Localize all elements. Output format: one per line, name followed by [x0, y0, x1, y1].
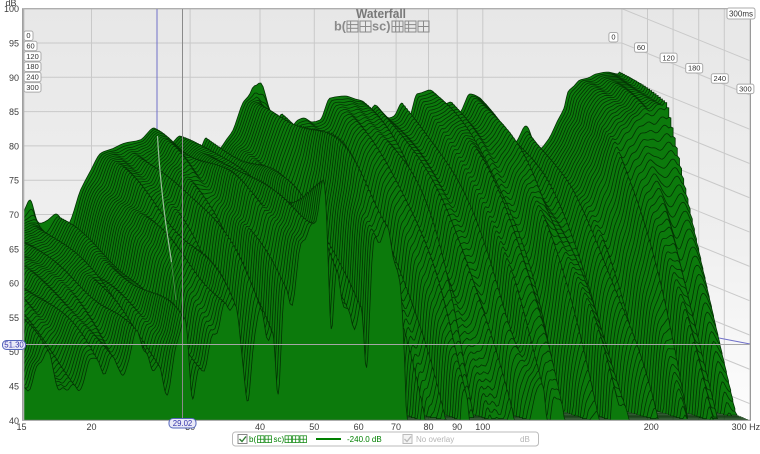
- svg-text:240: 240: [26, 73, 39, 82]
- svg-text:85: 85: [9, 107, 19, 117]
- svg-text:29.02: 29.02: [173, 419, 193, 428]
- svg-text:40: 40: [9, 416, 19, 426]
- svg-text:Waterfall: Waterfall: [356, 7, 406, 21]
- svg-text:b(: b(: [249, 435, 256, 444]
- svg-text:180: 180: [26, 62, 39, 71]
- svg-text:sc): sc): [372, 20, 391, 34]
- svg-text:100: 100: [475, 422, 490, 432]
- svg-text:dB: dB: [520, 435, 530, 444]
- svg-text:40: 40: [255, 422, 265, 432]
- svg-text:55: 55: [9, 313, 19, 323]
- svg-text:300ms: 300ms: [729, 10, 753, 19]
- svg-text:0: 0: [26, 31, 30, 40]
- svg-text:60: 60: [354, 422, 364, 432]
- svg-text:100: 100: [4, 4, 19, 14]
- svg-text:180: 180: [688, 64, 701, 73]
- svg-text:50: 50: [309, 422, 319, 432]
- svg-text:No overlay: No overlay: [416, 435, 454, 444]
- svg-text:65: 65: [9, 244, 19, 254]
- svg-text:45: 45: [9, 382, 19, 392]
- svg-text:240: 240: [714, 74, 727, 83]
- svg-text:0: 0: [611, 33, 615, 42]
- svg-text:dB: dB: [5, 0, 16, 8]
- svg-text:50: 50: [9, 347, 19, 357]
- svg-text:-240.0 dB: -240.0 dB: [347, 435, 382, 444]
- svg-text:90: 90: [452, 422, 462, 432]
- svg-text:120: 120: [26, 52, 39, 61]
- svg-text:300: 300: [739, 84, 752, 93]
- svg-text:90: 90: [9, 73, 19, 83]
- svg-text:60: 60: [9, 279, 19, 289]
- svg-text:80: 80: [9, 141, 19, 151]
- svg-text:300: 300: [26, 83, 39, 92]
- svg-text:sc): sc): [274, 435, 285, 444]
- svg-text:300 Hz: 300 Hz: [732, 422, 760, 432]
- svg-text:80: 80: [424, 422, 434, 432]
- svg-text:70: 70: [391, 422, 401, 432]
- svg-text:70: 70: [9, 210, 19, 220]
- svg-text:51.30: 51.30: [4, 341, 24, 350]
- svg-text:200: 200: [644, 422, 659, 432]
- svg-text:b(: b(: [334, 20, 347, 34]
- svg-text:75: 75: [9, 176, 19, 186]
- svg-text:20: 20: [86, 422, 96, 432]
- svg-text:60: 60: [26, 42, 34, 51]
- svg-text:60: 60: [637, 43, 645, 52]
- svg-text:120: 120: [662, 53, 675, 62]
- svg-text:15: 15: [17, 422, 27, 432]
- svg-text:95: 95: [9, 39, 19, 49]
